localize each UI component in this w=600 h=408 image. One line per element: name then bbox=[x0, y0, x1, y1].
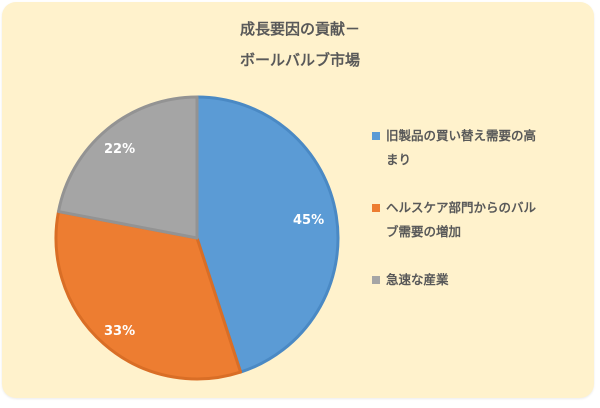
pie-slice-rapid-industrialization bbox=[56, 95, 199, 240]
pie-slice-healthcare-demand bbox=[54, 210, 243, 381]
legend-label-line-2: ブ需要の増加 bbox=[386, 224, 462, 239]
pie-slices bbox=[54, 95, 340, 381]
data-label-slice-0: 45% bbox=[293, 213, 324, 228]
chart-title: 成長要因の貢献－ ボールバルブ市場 bbox=[0, 14, 600, 76]
data-label-slice-1: 33% bbox=[104, 324, 135, 339]
legend-label-line-1: ヘルスケア部門からのバル bbox=[386, 200, 537, 215]
legend-swatch-orange-icon bbox=[372, 204, 380, 212]
pie-slice-replacement-demand bbox=[195, 95, 340, 374]
data-label-slice-2: 22% bbox=[104, 142, 135, 157]
chart-title-line-1: 成長要因の貢献－ bbox=[239, 20, 360, 38]
legend: 旧製品の買い替え需要の高 まり ヘルスケア部門からのバル ブ需要の増加 急速な産… bbox=[372, 124, 572, 316]
legend-item-replacement-demand: 旧製品の買い替え需要の高 まり bbox=[372, 124, 572, 172]
legend-item-rapid-industrialization: 急速な産業 bbox=[372, 268, 572, 292]
legend-swatch-blue-icon bbox=[372, 132, 380, 140]
chart-title-line-2: ボールバルブ市場 bbox=[239, 51, 360, 69]
legend-label-line-1: 急速な産業 bbox=[386, 272, 449, 287]
legend-swatch-gray-icon bbox=[372, 276, 380, 284]
legend-label-line-1: 旧製品の買い替え需要の高 bbox=[386, 128, 537, 143]
legend-item-healthcare-demand: ヘルスケア部門からのバル ブ需要の増加 bbox=[372, 196, 572, 244]
legend-label-line-2: まり bbox=[386, 152, 412, 167]
